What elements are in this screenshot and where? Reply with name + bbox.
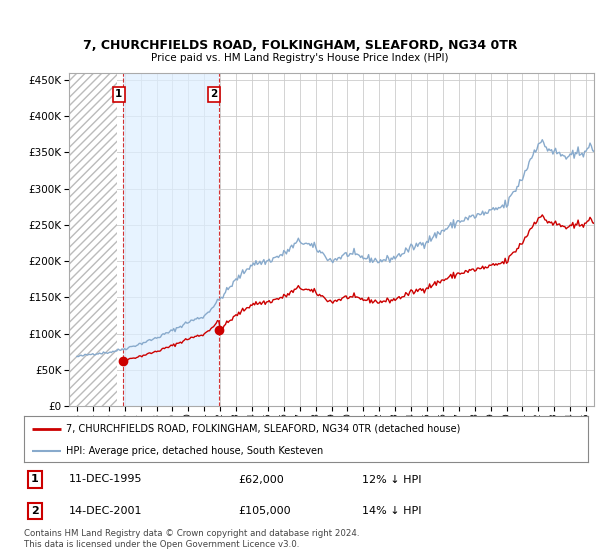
Text: £105,000: £105,000 bbox=[238, 506, 291, 516]
Text: Price paid vs. HM Land Registry's House Price Index (HPI): Price paid vs. HM Land Registry's House … bbox=[151, 53, 449, 63]
Text: 7, CHURCHFIELDS ROAD, FOLKINGHAM, SLEAFORD, NG34 0TR: 7, CHURCHFIELDS ROAD, FOLKINGHAM, SLEAFO… bbox=[83, 39, 517, 52]
Text: 14% ↓ HPI: 14% ↓ HPI bbox=[362, 506, 422, 516]
Text: 1: 1 bbox=[115, 90, 122, 100]
Text: 12% ↓ HPI: 12% ↓ HPI bbox=[362, 474, 422, 484]
Text: 7, CHURCHFIELDS ROAD, FOLKINGHAM, SLEAFORD, NG34 0TR (detached house): 7, CHURCHFIELDS ROAD, FOLKINGHAM, SLEAFO… bbox=[66, 424, 461, 434]
Text: 1: 1 bbox=[31, 474, 38, 484]
Bar bbox=[124, 73, 219, 406]
Text: £62,000: £62,000 bbox=[238, 474, 284, 484]
Text: HPI: Average price, detached house, South Kesteven: HPI: Average price, detached house, Sout… bbox=[66, 446, 323, 455]
Text: 2: 2 bbox=[211, 90, 218, 100]
Text: 14-DEC-2001: 14-DEC-2001 bbox=[69, 506, 143, 516]
Text: 11-DEC-1995: 11-DEC-1995 bbox=[69, 474, 143, 484]
Text: Contains HM Land Registry data © Crown copyright and database right 2024.
This d: Contains HM Land Registry data © Crown c… bbox=[24, 529, 359, 549]
Text: 2: 2 bbox=[31, 506, 38, 516]
